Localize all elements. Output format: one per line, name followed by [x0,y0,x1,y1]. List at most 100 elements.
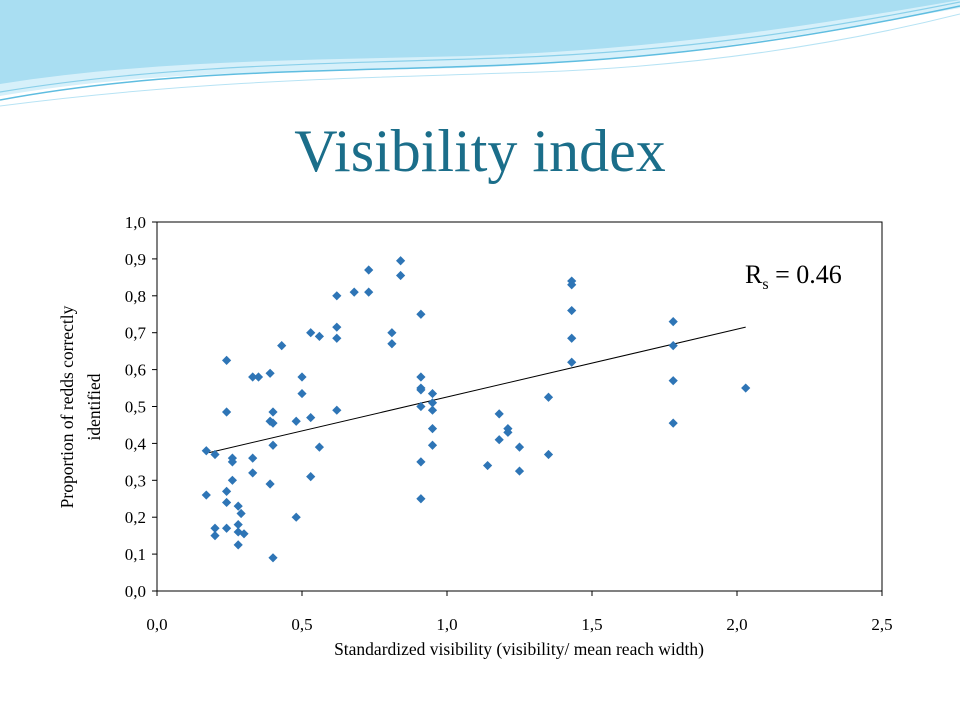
data-point [503,427,513,437]
data-point [253,372,264,382]
y-axis-label-line1: Proportion of redds correctly [57,305,77,508]
data-point [543,392,554,402]
data-point [668,418,678,428]
data-point [248,372,258,382]
data-point [248,453,258,463]
x-axis-label: Standardized visibility (visibility/ mea… [334,639,704,659]
data-point [514,442,525,452]
data-point [277,341,287,351]
annotation-value: = 0.46 [769,260,842,289]
data-point [416,457,426,467]
data-point [222,523,232,533]
x-tick-label: 2,0 [726,615,747,634]
y-tick-label: 0,9 [125,250,146,269]
data-point [222,407,232,417]
data-point [416,494,426,504]
data-point [239,529,249,539]
data-point [396,270,406,281]
data-point [427,405,438,415]
data-point [668,376,678,386]
y-tick-label: 0,0 [125,582,146,601]
data-point [227,457,237,467]
data-point [567,357,577,367]
y-tick-label: 0,5 [125,398,146,417]
data-point [387,339,397,349]
data-point [364,287,374,297]
y-tick-label: 0,2 [125,508,146,527]
data-point [314,331,324,341]
y-tick-label: 0,7 [125,324,147,343]
data-point [248,468,258,478]
data-point [265,479,275,489]
data-point [233,540,243,550]
wave-band-mid [0,0,960,84]
x-tick-label: 1,5 [581,615,602,634]
data-point [268,553,278,563]
annotation-r: R [745,260,763,289]
trendline-group [209,326,746,454]
data-point [332,322,342,332]
data-point [668,317,678,327]
y-tick-label: 0,3 [125,471,146,490]
slide-title: Visibility index [294,118,666,184]
data-point [416,401,426,412]
wave-line-1 [0,5,960,101]
data-point [416,372,426,382]
data-point [332,291,342,301]
y-tick-label: 0,6 [125,361,146,380]
data-point [514,466,525,476]
data-point [210,531,220,541]
data-point [306,328,316,338]
y-axis-label-line2: identified [84,373,104,440]
data-point [332,405,342,415]
annotation-subscript: s [762,276,768,293]
data-point [494,435,504,445]
x-tick-label: 0,0 [146,615,167,634]
data-point [265,368,275,378]
data-point [332,333,342,343]
data-point [396,256,406,266]
data-point [427,398,438,408]
data-point [741,383,751,393]
data-point [291,416,301,426]
data-point [668,341,678,351]
data-point [268,440,278,450]
data-point [233,519,243,530]
data-point [567,280,577,290]
data-point [494,409,504,419]
data-point [306,472,316,482]
data-point [210,523,220,533]
header-wave-decoration [0,0,960,107]
data-point [543,449,554,460]
data-point [268,418,278,428]
data-point [567,333,577,343]
wave-line-3 [0,13,960,107]
data-point [291,512,301,522]
data-point [236,508,246,519]
data-point [222,486,232,496]
data-points [201,256,751,563]
data-point [427,388,438,399]
data-point [349,287,359,297]
y-tick-label: 0,1 [125,545,146,564]
data-point [268,407,278,417]
data-point [416,385,426,395]
data-point [227,475,237,485]
data-point [297,372,307,382]
data-point [210,449,220,460]
data-point [427,424,438,434]
x-axis-ticks: 0,0 0,5 1,0 1,5 2,0 2,5 [146,591,893,634]
data-point [567,305,577,316]
x-tick-label: 2,5 [871,615,892,634]
data-point [314,442,324,452]
data-point [416,309,426,319]
y-tick-label: 1,0 [125,213,146,232]
data-point [222,355,232,365]
y-tick-label: 0,8 [125,287,146,306]
data-point [265,416,275,426]
data-point [387,328,397,338]
data-point [364,265,374,275]
x-tick-label: 0,5 [291,615,312,634]
wave-line-2 [0,1,960,93]
